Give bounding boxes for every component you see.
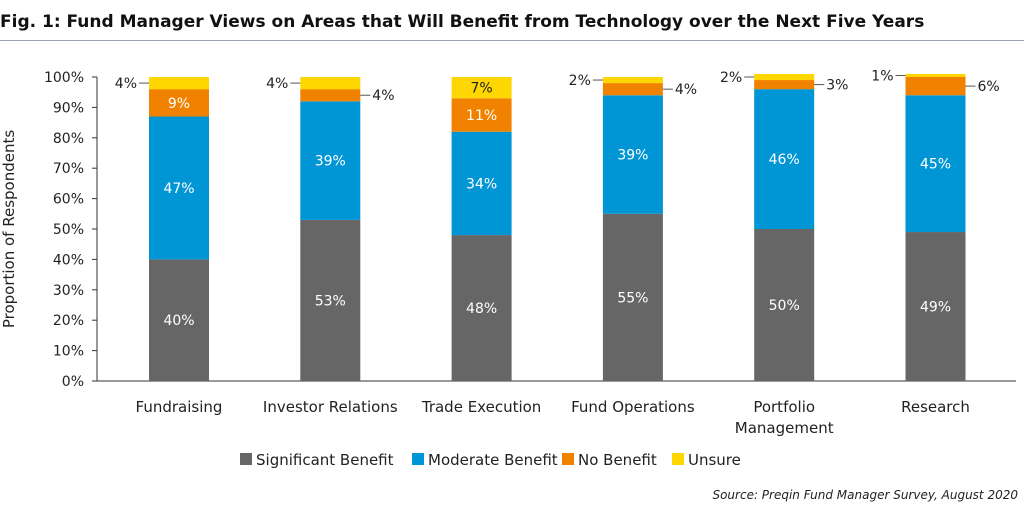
x-tick-label: Fund Operations	[571, 398, 695, 416]
x-tick-label: Trade Execution	[421, 398, 541, 416]
data-label-moderate: 34%	[466, 176, 497, 192]
data-label-unsure: 4%	[115, 76, 137, 92]
y-tick-label: 90%	[53, 100, 84, 116]
bar-segment-no_benefit	[451, 98, 512, 132]
data-label-unsure: 2%	[720, 70, 742, 86]
legend-swatch-no_benefit	[562, 453, 574, 465]
y-tick-label: 20%	[53, 313, 84, 329]
data-label-unsure: 7%	[470, 81, 492, 97]
data-label-unsure: 4%	[266, 76, 288, 92]
data-label-no_benefit: 6%	[978, 79, 1000, 95]
legend-swatch-significant	[240, 453, 252, 465]
legend-swatch-moderate	[412, 453, 424, 465]
data-label-moderate: 46%	[769, 152, 800, 168]
bar-segment-significant	[905, 232, 966, 381]
bar-segment-no_benefit	[754, 80, 815, 90]
y-axis-title: Proportion of Respondents	[0, 130, 18, 329]
data-label-unsure: 1%	[871, 68, 893, 84]
bar-segment-unsure	[451, 77, 512, 99]
stacked-bar-chart: 0% 10% 20% 30% 40% 50% 60% 70% 80% 90% 100% Proport…	[0, 68, 1016, 469]
y-tick-label: 70%	[53, 161, 84, 177]
x-tick-label: Portfolio	[753, 398, 815, 416]
data-label-significant: 53%	[315, 293, 346, 309]
bar-segment-unsure	[905, 73, 966, 77]
y-tick-label: 40%	[53, 252, 84, 268]
bar-segment-moderate	[602, 95, 663, 214]
data-label-no_benefit: 3%	[826, 78, 848, 94]
chart-title: Fig. 1: Fund Manager Views on Areas that…	[0, 12, 925, 32]
legend-label: No Benefit	[578, 451, 657, 469]
title-divider	[0, 40, 1024, 41]
x-tick-label: Investor Relations	[263, 398, 398, 416]
bar-segment-moderate	[300, 101, 361, 220]
data-label-no_benefit: 4%	[372, 88, 394, 104]
bar-segment-unsure	[300, 77, 361, 90]
x-tick-label: Fundraising	[136, 398, 223, 416]
bar-segment-no_benefit	[602, 83, 663, 96]
legend-swatch-unsure	[672, 453, 684, 465]
y-tick-label: 50%	[53, 222, 84, 238]
data-label-significant: 50%	[769, 298, 800, 314]
legend-label: Significant Benefit	[256, 451, 394, 469]
source-note: Source: Preqin Fund Manager Survey, Augu…	[712, 488, 1018, 502]
data-label-no_benefit: 4%	[675, 82, 697, 98]
bar-segment-unsure	[149, 77, 209, 90]
data-label-significant: 55%	[617, 290, 648, 306]
bar-segment-moderate	[451, 131, 512, 236]
y-tick-label: 0%	[62, 374, 84, 390]
x-tick-label: Management	[735, 419, 834, 437]
bar-segment-unsure	[602, 77, 663, 84]
y-tick-label: 80%	[53, 131, 84, 147]
data-label-no_benefit: 11%	[466, 108, 497, 124]
y-tick-label: 10%	[53, 344, 84, 360]
bar-segment-significant	[149, 259, 209, 381]
bar-segment-no_benefit	[149, 89, 209, 117]
y-tick-label: 30%	[53, 283, 84, 299]
data-label-significant: 40%	[163, 313, 194, 329]
bar-segment-unsure	[754, 73, 815, 81]
data-label-significant: 49%	[920, 300, 951, 316]
bar-segment-no_benefit	[905, 77, 966, 96]
legend-label: Moderate Benefit	[428, 451, 558, 469]
data-label-moderate: 39%	[315, 154, 346, 170]
data-label-no_benefit: 9%	[168, 96, 190, 112]
bar-segment-no_benefit	[300, 89, 361, 102]
data-label-significant: 48%	[466, 301, 497, 317]
bar-segment-significant	[754, 229, 815, 381]
data-label-moderate: 45%	[920, 157, 951, 173]
data-label-moderate: 47%	[163, 181, 194, 197]
bar-segment-moderate	[754, 89, 815, 229]
data-label-moderate: 39%	[617, 148, 648, 164]
bar-segment-moderate	[149, 116, 209, 260]
legend-label: Unsure	[688, 451, 741, 469]
x-tick-label: Research	[901, 398, 970, 416]
bar-segment-significant	[602, 213, 663, 381]
y-tick-label: 100%	[44, 70, 84, 86]
bar-segment-moderate	[905, 95, 966, 233]
data-label-unsure: 2%	[569, 73, 591, 89]
bar-segment-significant	[451, 235, 512, 381]
bar-segment-significant	[300, 219, 361, 381]
y-tick-label: 60%	[53, 192, 84, 208]
